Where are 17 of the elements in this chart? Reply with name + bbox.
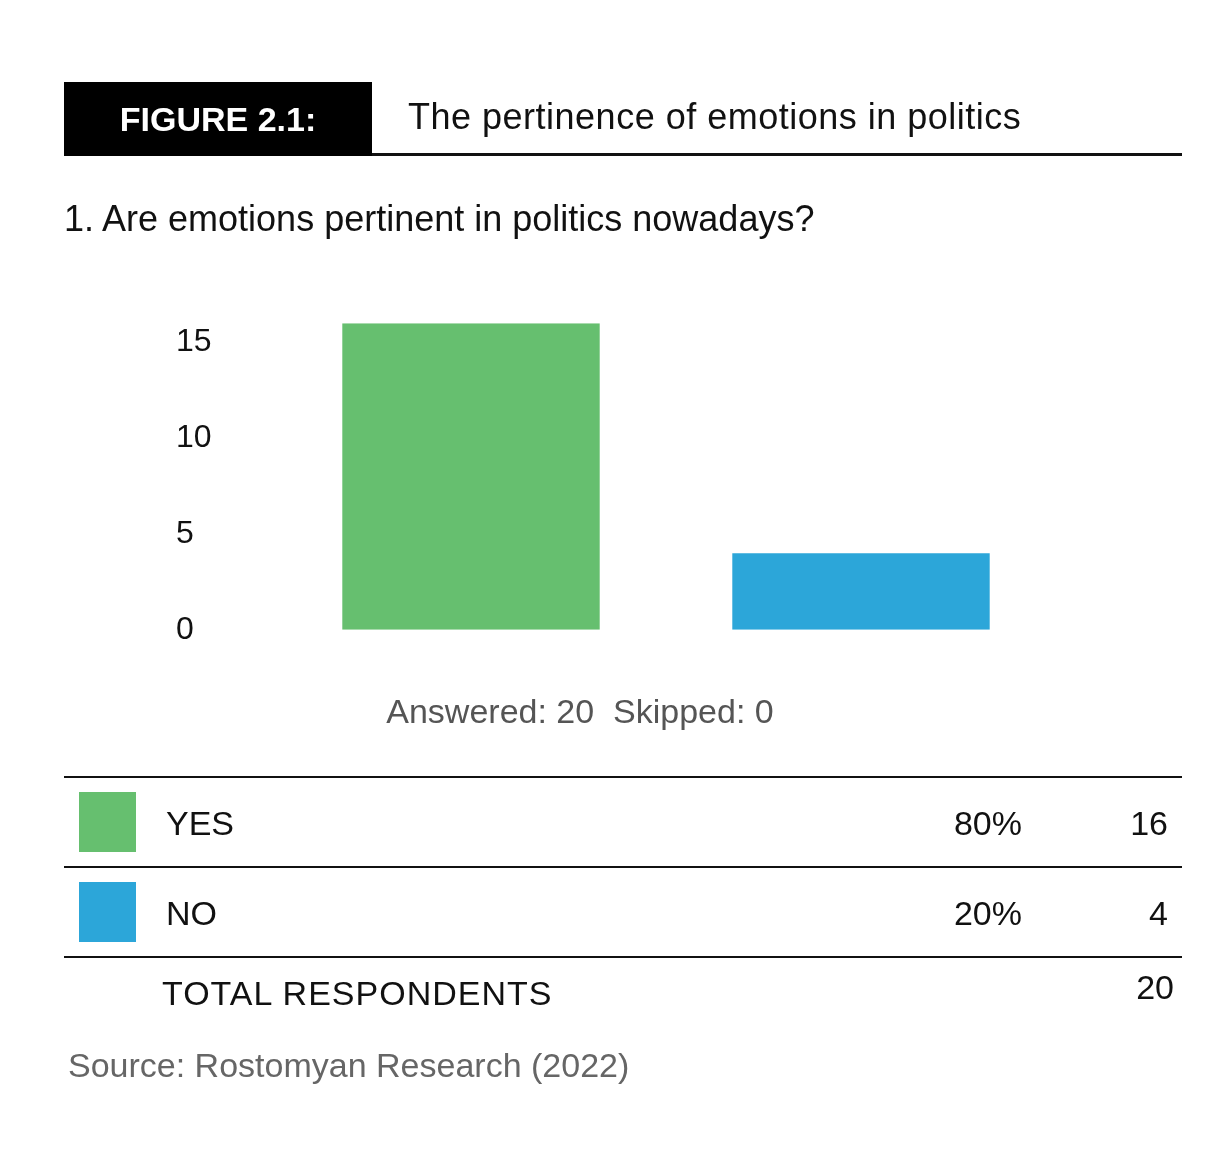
y-tick-label: 10 (176, 418, 212, 454)
text: 20% (953, 894, 1022, 933)
text: 16 (1130, 804, 1168, 843)
source-note: Source: Rostomyan Research (2022) (68, 1046, 630, 1085)
chart-subtitle: The pertinence of emotions in politics (408, 96, 1022, 138)
y-tick-label: 0 (176, 609, 194, 646)
text: 80% (953, 804, 1022, 843)
text: YES (166, 804, 235, 843)
text: NO (166, 894, 217, 933)
chart-title: FIGURE 2.1: (64, 82, 372, 156)
text: 1. Are emotions pertinent in politics nowadays? (64, 198, 815, 240)
text: TOTAL RESPONDENTS (162, 974, 553, 1013)
text: 4 (1149, 894, 1168, 933)
text: 20 (1136, 968, 1174, 1007)
text: Answered: 20 Skipped: 0 (385, 692, 775, 731)
y-tick-label: 5 (176, 513, 194, 550)
y-tick-label: 15 (176, 322, 212, 359)
